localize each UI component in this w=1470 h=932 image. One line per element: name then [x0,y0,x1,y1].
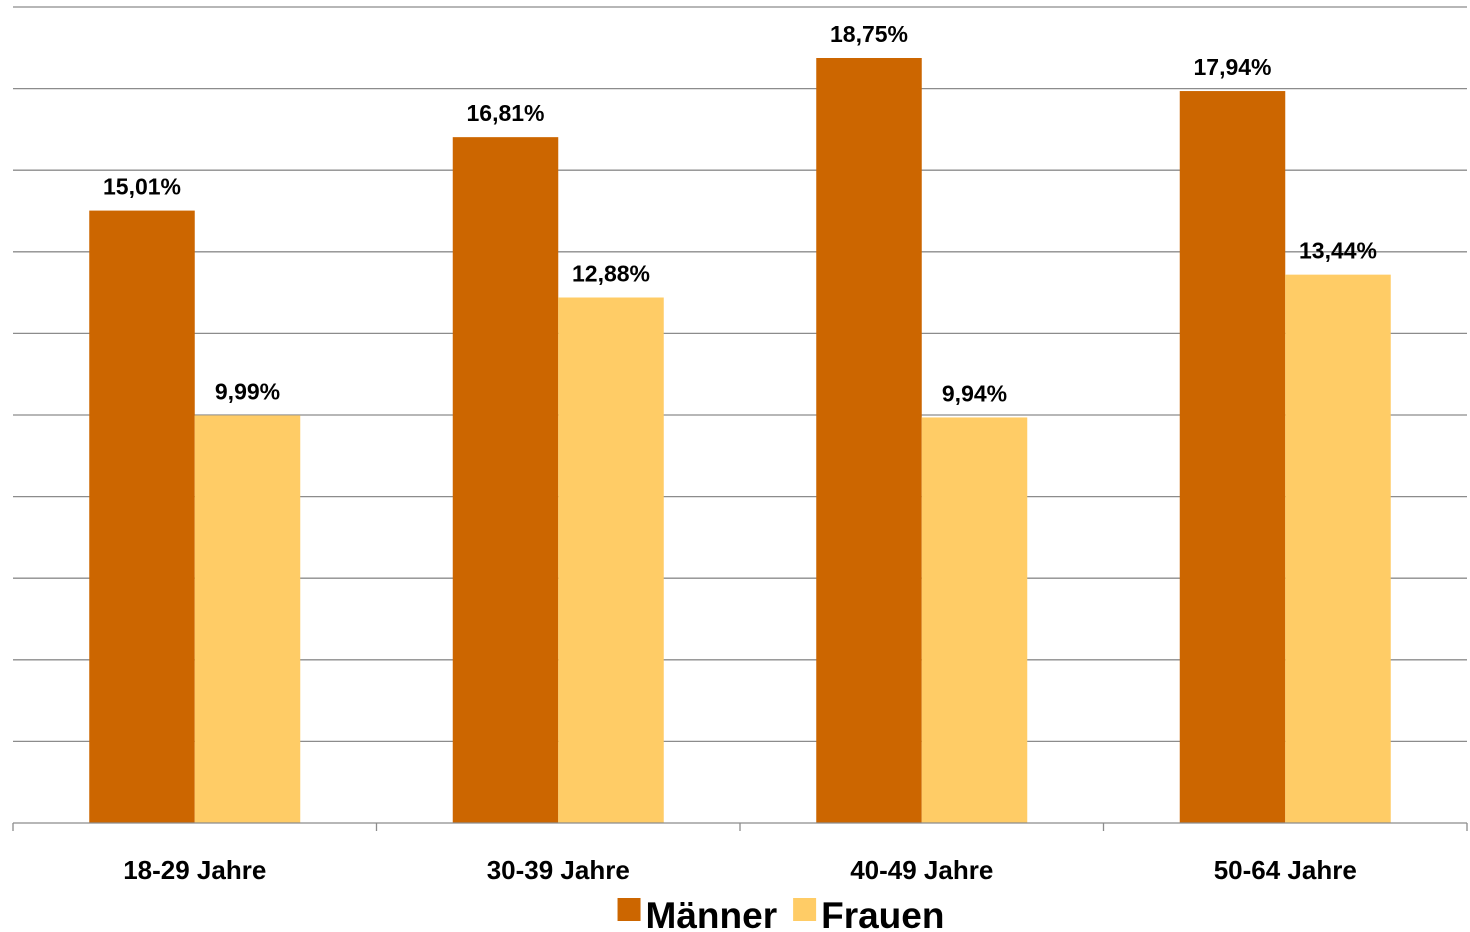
bar-m-nner [89,210,195,824]
legend-item: Frauen [793,895,944,932]
x-tick-label: 50-64 Jahre [1214,855,1357,885]
x-tick-label: 30-39 Jahre [487,855,630,885]
data-label: 9,94% [942,380,1007,406]
data-label: 13,44% [1299,238,1377,264]
bar-m-nner [816,58,922,823]
data-labels: 15,01% 9,99% 16,81% 12,88% 18,75% 9,94% 17,94%… [103,21,1377,406]
legend-item: Männer [617,895,778,932]
data-label: 16,81% [466,100,544,126]
bar-frauen [921,417,1028,823]
x-axis: 18-29 Jahre 30-39 Jahre 40-49 Jahre 50-64 J… [12,822,1468,885]
data-label: 15,01% [103,174,181,200]
bar-m-nner [452,137,559,824]
x-tick-label: 18-29 Jahre [123,855,266,885]
legend-label: Männer [646,895,778,932]
data-label: 9,99% [215,378,280,404]
bar-frauen [194,415,301,823]
bar-frauen [558,297,664,824]
bars [89,58,1391,824]
data-label: 17,94% [1193,54,1271,80]
data-label: 12,88% [572,260,650,286]
x-tick-label: 40-49 Jahre [850,855,993,885]
legend-label: Frauen [821,895,944,932]
legend-swatch [617,898,641,921]
legend-swatch [793,898,817,921]
bar-m-nner [1179,91,1286,824]
legend: Männer Frauen [617,895,944,932]
data-label: 18,75% [830,21,908,47]
bar-frauen [1285,274,1391,823]
